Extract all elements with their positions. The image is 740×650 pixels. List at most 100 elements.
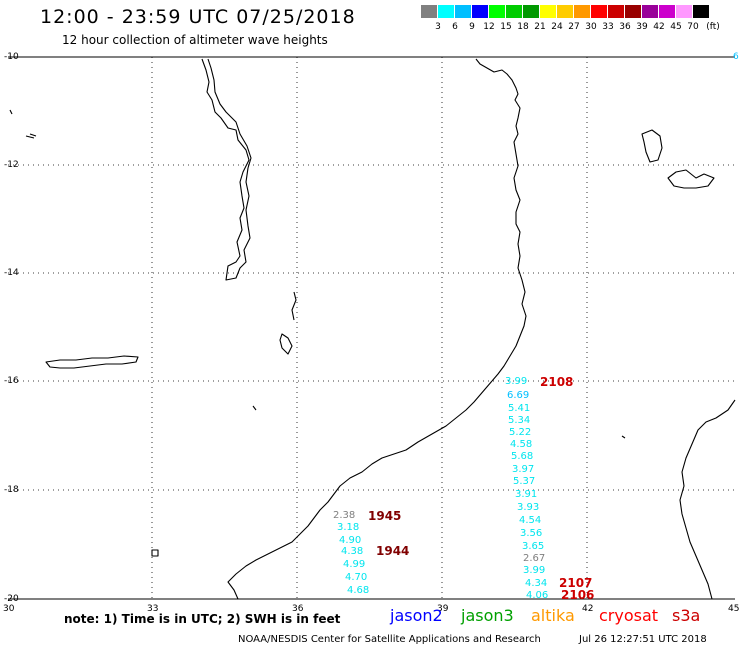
pass-time: 2106 bbox=[561, 588, 595, 602]
legend-swatch bbox=[574, 5, 590, 18]
lake-kariba bbox=[45, 355, 139, 369]
legend-swatch bbox=[472, 5, 488, 18]
swh-value: 4.90 bbox=[339, 535, 362, 546]
swh-value: 4.38 bbox=[341, 546, 364, 557]
swh-value: 6.69 bbox=[507, 390, 530, 401]
legend-label: 36 bbox=[619, 22, 631, 32]
swh-value: 2.67 bbox=[523, 553, 546, 564]
map-subtitle: 12 hour collection of altimeter wave hei… bbox=[62, 33, 328, 47]
swh-value: 4.99 bbox=[343, 559, 366, 570]
swh-value: 4.58 bbox=[510, 439, 533, 450]
lon-label: 36 bbox=[292, 604, 304, 614]
legend-swatch bbox=[608, 5, 624, 18]
legend-swatch bbox=[625, 5, 641, 18]
river-north bbox=[291, 291, 297, 321]
swh-value: 3.97 bbox=[512, 464, 535, 475]
edge-marker: 6 bbox=[733, 52, 739, 62]
coast-south bbox=[227, 380, 493, 600]
pass-time: 2108 bbox=[540, 375, 574, 389]
swh-value: 5.68 bbox=[511, 451, 534, 462]
lat-label: -14 bbox=[4, 268, 19, 278]
mission-label: jason3 bbox=[461, 606, 514, 625]
swh-value: 3.93 bbox=[517, 502, 540, 513]
lon-label: 33 bbox=[147, 604, 159, 614]
legend-label: 42 bbox=[653, 22, 665, 32]
mission-label: altika bbox=[531, 606, 575, 625]
legend-swatch bbox=[506, 5, 522, 18]
madagascar-north bbox=[667, 169, 715, 189]
pass-time: 1945 bbox=[368, 509, 402, 523]
swh-value: 3.56 bbox=[520, 528, 543, 539]
lat-label: -18 bbox=[4, 485, 19, 495]
swh-value: 5.41 bbox=[508, 403, 531, 414]
islet-5 bbox=[621, 435, 626, 439]
graticule bbox=[8, 57, 735, 599]
footnote: note: 1) Time is in UTC; 2) SWH is in fe… bbox=[64, 612, 341, 626]
legend-swatch bbox=[455, 5, 471, 18]
legend-swatch bbox=[557, 5, 573, 18]
legend-label: 3 bbox=[435, 22, 441, 32]
coastlines bbox=[9, 58, 736, 600]
lon-label: 30 bbox=[3, 604, 15, 614]
legend-label: 30 bbox=[585, 22, 597, 32]
lake-chilwa bbox=[279, 333, 293, 355]
legend-label: 70 bbox=[687, 22, 699, 32]
lon-label: 45 bbox=[728, 604, 740, 614]
islet-2 bbox=[9, 109, 13, 115]
legend-swatch bbox=[591, 5, 607, 18]
islet-4 bbox=[151, 549, 159, 557]
legend-label: 6 bbox=[452, 22, 458, 32]
lake-malawi bbox=[201, 58, 252, 281]
legend-swatch bbox=[421, 5, 437, 18]
pass-time: 2107 bbox=[559, 576, 593, 590]
legend-swatch bbox=[540, 5, 556, 18]
legend-label: 18 bbox=[517, 22, 529, 32]
swh-value: 4.34 bbox=[525, 578, 548, 589]
islet-1 bbox=[25, 133, 37, 139]
legend-label: 15 bbox=[500, 22, 512, 32]
mission-label: s3a bbox=[672, 606, 701, 625]
pass-time: 1944 bbox=[376, 544, 410, 558]
lat-label: -16 bbox=[4, 376, 19, 386]
swh-value: 5.37 bbox=[513, 476, 536, 487]
legend-swatch bbox=[489, 5, 505, 18]
legend-label: 45 bbox=[670, 22, 682, 32]
legend-swatch bbox=[659, 5, 675, 18]
legend-swatch bbox=[642, 5, 658, 18]
swh-value: 3.91 bbox=[515, 489, 538, 500]
legend-swatch bbox=[523, 5, 539, 18]
swh-value: 4.06 bbox=[526, 590, 549, 601]
swh-value: 3.99 bbox=[505, 376, 528, 387]
legend-label: 9 bbox=[469, 22, 475, 32]
legend-swatch bbox=[693, 5, 709, 18]
legend-swatch bbox=[676, 5, 692, 18]
generation-timestamp: Jul 26 12:27:51 UTC 2018 bbox=[579, 634, 707, 645]
lat-label: -12 bbox=[4, 160, 19, 170]
swh-value: 5.34 bbox=[508, 415, 531, 426]
islet-3 bbox=[252, 405, 257, 411]
madagascar-coast bbox=[679, 399, 736, 600]
coast-north bbox=[475, 58, 527, 382]
comoros-island bbox=[641, 129, 663, 163]
swh-value: 4.54 bbox=[519, 515, 542, 526]
swh-value: 3.99 bbox=[523, 565, 546, 576]
legend-label: 39 bbox=[636, 22, 648, 32]
swh-value: 4.70 bbox=[345, 572, 368, 583]
legend-swatch bbox=[438, 5, 454, 18]
swh-value: 3.18 bbox=[337, 522, 360, 533]
legend-label: 33 bbox=[602, 22, 614, 32]
swh-value: 4.68 bbox=[347, 585, 370, 596]
legend-label: 24 bbox=[551, 22, 563, 32]
swh-value: 2.38 bbox=[333, 510, 356, 521]
map-title: 12:00 - 23:59 UTC 07/25/2018 bbox=[40, 6, 356, 28]
lat-label: -20 bbox=[4, 594, 19, 604]
lon-label: 42 bbox=[582, 604, 594, 614]
legend-label: 12 bbox=[483, 22, 495, 32]
lon-label: 39 bbox=[437, 604, 449, 614]
legend-unit: (ft) bbox=[706, 22, 720, 32]
legend-label: 21 bbox=[534, 22, 546, 32]
legend-label: 27 bbox=[568, 22, 580, 32]
mission-label: cryosat bbox=[599, 606, 659, 625]
swh-value: 3.65 bbox=[522, 541, 545, 552]
